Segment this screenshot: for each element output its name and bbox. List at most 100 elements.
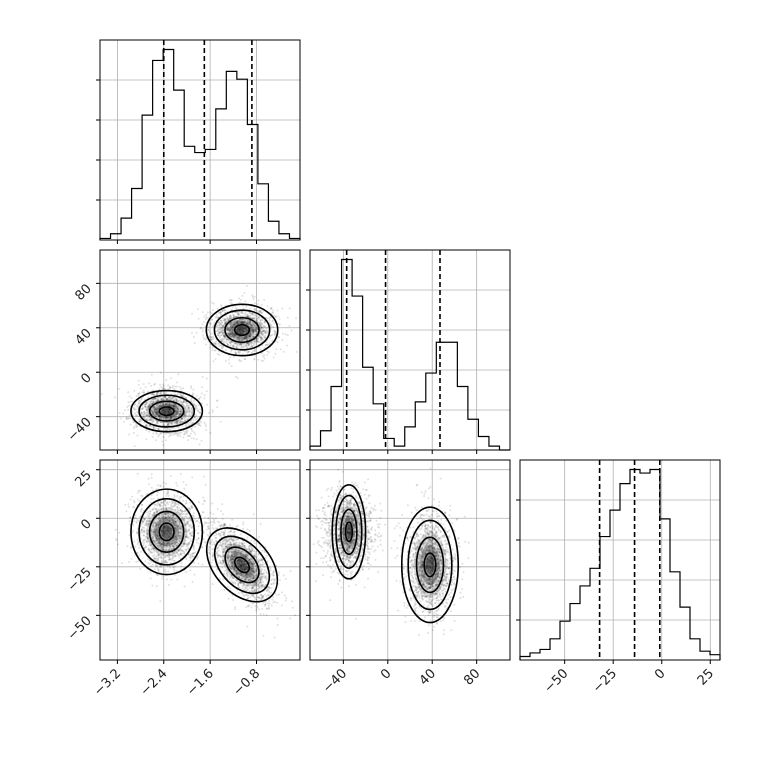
- sample-point: [161, 415, 164, 418]
- sample-point: [197, 542, 200, 545]
- sample-point: [172, 405, 175, 408]
- sample-point: [281, 307, 284, 310]
- sample-point: [216, 406, 219, 409]
- sample-point: [170, 405, 173, 407]
- sample-point: [231, 306, 234, 308]
- sample-point: [197, 525, 200, 528]
- sample-point: [160, 556, 162, 559]
- sample-point: [156, 494, 159, 496]
- sample-point: [127, 391, 130, 394]
- sample-point: [203, 338, 206, 341]
- sample-point: [266, 327, 268, 329]
- sample-point: [251, 313, 254, 316]
- sample-point: [201, 375, 204, 378]
- sample-point: [145, 401, 148, 404]
- sample-point: [162, 399, 165, 401]
- sample-point: [156, 404, 159, 407]
- sample-point: [147, 382, 150, 385]
- sample-point: [233, 355, 236, 358]
- sample-point: [169, 433, 172, 435]
- sample-point: [133, 499, 135, 502]
- sample-point: [146, 541, 149, 544]
- sample-point: [179, 409, 182, 412]
- sample-point: [133, 389, 136, 392]
- sample-point: [176, 495, 179, 497]
- sample-point: [160, 432, 163, 435]
- sample-point: [134, 514, 137, 517]
- sample-point: [211, 502, 214, 505]
- sample-point: [133, 520, 135, 523]
- sample-point: [136, 530, 139, 533]
- sample-point: [184, 400, 187, 403]
- sample-point: [218, 335, 221, 337]
- sample-point: [185, 543, 188, 546]
- sample-point: [212, 360, 215, 363]
- sample-point: [196, 556, 199, 559]
- sample-point: [139, 387, 142, 390]
- panel-frame: [519, 459, 721, 661]
- sample-point: [166, 408, 168, 411]
- sample-point: [262, 359, 265, 362]
- sample-point: [165, 398, 168, 400]
- sample-point: [176, 484, 179, 487]
- sample-point: [237, 592, 240, 594]
- sample-point: [145, 516, 148, 519]
- sample-point: [200, 421, 203, 424]
- sample-point: [284, 333, 287, 336]
- sample-point: [144, 538, 146, 541]
- sample-point: [143, 417, 146, 420]
- sample-point: [176, 578, 179, 581]
- sample-point: [190, 387, 193, 389]
- sample-point: [250, 343, 253, 346]
- sample-point: [224, 360, 227, 362]
- sample-point: [175, 405, 178, 408]
- sample-point: [187, 415, 190, 417]
- x-tick-label: −25: [590, 666, 620, 696]
- sample-point: [136, 538, 139, 541]
- sample-point: [259, 348, 262, 351]
- sample-point: [203, 516, 206, 519]
- sample-point: [154, 407, 156, 410]
- sample-point: [133, 408, 136, 411]
- sample-point: [210, 312, 213, 315]
- sample-point: [148, 515, 151, 518]
- sample-point: [167, 384, 170, 387]
- sample-point: [191, 410, 194, 413]
- sample-point: [156, 484, 159, 487]
- sample-point: [243, 291, 246, 294]
- sample-point: [272, 325, 275, 328]
- sample-point: [207, 328, 210, 331]
- sample-point: [145, 423, 148, 426]
- sample-point: [148, 401, 151, 404]
- sample-point: [173, 396, 176, 399]
- sample-point: [166, 410, 169, 413]
- sample-point: [257, 358, 260, 361]
- sample-point: [152, 508, 155, 511]
- sample-point: [155, 555, 158, 558]
- sample-point: [269, 307, 272, 310]
- sample-point: [151, 402, 154, 405]
- sample-point: [212, 337, 215, 340]
- sample-point: [272, 312, 275, 314]
- sample-point: [252, 295, 254, 298]
- sample-point: [156, 420, 159, 423]
- sample-point: [174, 420, 177, 423]
- sample-point: [257, 317, 260, 320]
- sample-point: [171, 386, 174, 389]
- sample-point: [136, 404, 139, 407]
- sample-point: [248, 350, 251, 353]
- sample-point: [195, 395, 198, 398]
- sample-point: [269, 569, 272, 572]
- sample-point: [181, 506, 184, 509]
- sample-point: [162, 485, 165, 488]
- sample-point: [143, 415, 145, 418]
- sample-point: [217, 331, 220, 334]
- sample-point: [250, 606, 253, 609]
- sample-point: [143, 531, 146, 534]
- sample-point: [160, 398, 163, 401]
- sample-point: [142, 391, 145, 394]
- sample-point: [286, 344, 288, 347]
- sample-point: [158, 415, 161, 418]
- sample-point: [135, 521, 138, 524]
